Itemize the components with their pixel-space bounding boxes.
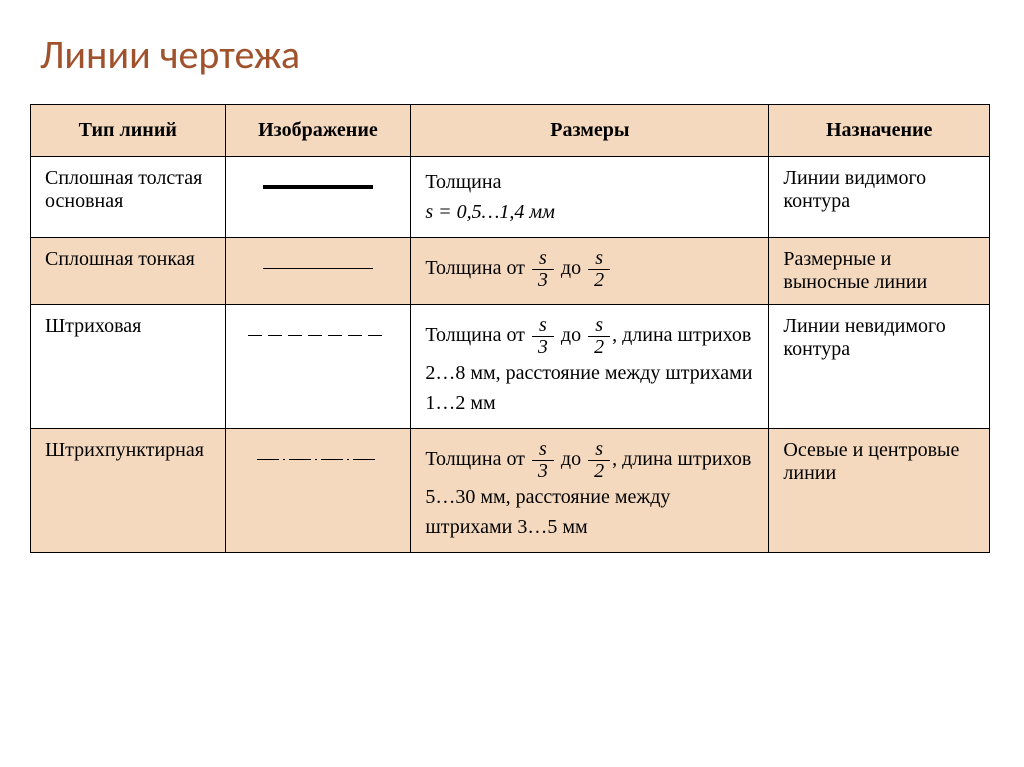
size-prefix: Толщина от <box>425 448 525 470</box>
size-value: s = 0,5…1,4 мм <box>425 201 555 223</box>
solid-thick-line-icon <box>263 185 373 189</box>
table-row: Штрихпунктирная Толщина от s3 до s2, дли… <box>31 429 990 553</box>
dash-dot-line-icon <box>257 447 379 469</box>
image-cell <box>225 305 411 429</box>
type-cell: Штрихпунктирная <box>31 429 226 553</box>
size-cell: Толщина от s3 до s2, длина штрихов 2…8 м… <box>411 305 769 429</box>
page-title: Линии чертежа <box>40 30 994 79</box>
size-prefix: Толщина от <box>425 324 525 346</box>
fraction-s2: s2 <box>588 248 610 291</box>
type-cell: Сплошная толстая основная <box>31 157 226 238</box>
size-mid: до <box>561 448 581 470</box>
table-header-row: Тип линий Изображение Размеры Назначение <box>31 105 990 157</box>
table-row: Сплошная тонкая Толщина от s3 до s2 Разм… <box>31 238 990 305</box>
purpose-cell: Размерные и выносные линии <box>769 238 990 305</box>
purpose-cell: Линии видимого контура <box>769 157 990 238</box>
fraction-s3: s3 <box>532 248 554 291</box>
solid-thin-line-icon <box>263 268 373 269</box>
fraction-s3: s3 <box>532 439 554 482</box>
type-cell: Сплошная тонкая <box>31 238 226 305</box>
size-cell: Толщина от s3 до s2, длина штрихов 5…30 … <box>411 429 769 553</box>
col-type: Тип линий <box>31 105 226 157</box>
size-cell: Толщина s = 0,5…1,4 мм <box>411 157 769 238</box>
size-mid: до <box>561 324 581 346</box>
table-row: Сплошная толстая основная Толщина s = 0,… <box>31 157 990 238</box>
image-cell <box>225 429 411 553</box>
image-cell <box>225 157 411 238</box>
purpose-cell: Осевые и центровые линии <box>769 429 990 553</box>
fraction-s3: s3 <box>532 315 554 358</box>
image-cell <box>225 238 411 305</box>
fraction-s2: s2 <box>588 439 610 482</box>
purpose-cell: Линии невидимого контура <box>769 305 990 429</box>
col-purpose: Назначение <box>769 105 990 157</box>
size-mid: до <box>561 257 581 279</box>
col-image: Изображение <box>225 105 411 157</box>
size-prefix: Толщина от <box>425 257 525 279</box>
dashed-line-icon <box>248 323 388 345</box>
size-prefix: Толщина <box>425 171 501 193</box>
table-row: Штриховая Толщина от s3 до s2, длина штр… <box>31 305 990 429</box>
col-size: Размеры <box>411 105 769 157</box>
type-cell: Штриховая <box>31 305 226 429</box>
fraction-s2: s2 <box>588 315 610 358</box>
line-types-table: Тип линий Изображение Размеры Назначение… <box>30 104 990 553</box>
size-cell: Толщина от s3 до s2 <box>411 238 769 305</box>
